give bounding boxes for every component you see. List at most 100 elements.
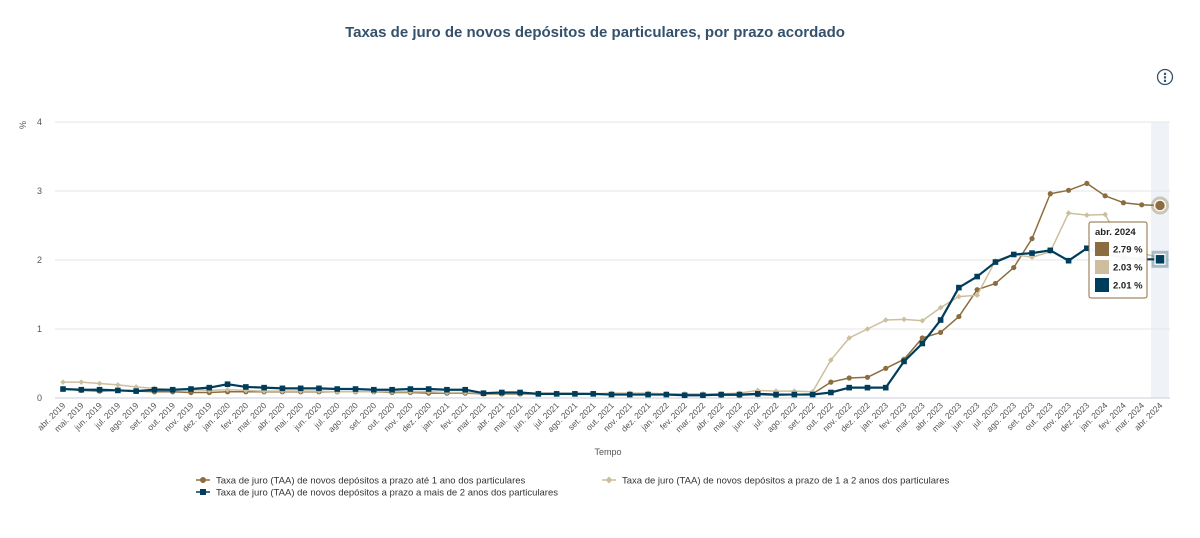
data-point[interactable] (718, 391, 724, 398)
legend-marker[interactable] (200, 489, 206, 495)
data-point[interactable] (864, 384, 871, 391)
data-point[interactable] (224, 381, 231, 387)
data-point[interactable] (115, 382, 121, 388)
data-point[interactable] (407, 386, 414, 392)
data-point[interactable] (1084, 245, 1090, 252)
data-point[interactable] (626, 391, 633, 398)
data-point[interactable] (1120, 200, 1127, 206)
data-point[interactable] (553, 391, 560, 397)
data-point[interactable] (828, 389, 834, 396)
data-point[interactable] (425, 386, 432, 392)
data-point[interactable] (78, 386, 85, 393)
data-point[interactable] (791, 391, 798, 398)
data-point[interactable] (206, 384, 213, 391)
data-point[interactable] (96, 386, 103, 393)
legend-item-3[interactable]: Taxa de juro (TAA) de novos depósitos a … (196, 488, 558, 499)
data-point[interactable] (297, 385, 304, 392)
data-point[interactable] (937, 317, 944, 323)
data-point[interactable] (590, 391, 597, 397)
data-point[interactable] (992, 259, 999, 265)
data-point[interactable] (1102, 193, 1108, 199)
data-point[interactable] (1047, 247, 1054, 254)
data-point[interactable] (938, 329, 944, 336)
data-point[interactable] (261, 388, 267, 394)
data-point[interactable] (937, 304, 944, 311)
data-point[interactable] (1139, 202, 1145, 208)
data-point[interactable] (133, 384, 139, 390)
data-point[interactable] (572, 391, 578, 397)
data-point[interactable] (352, 386, 359, 392)
legend-item-2[interactable]: Taxa de juro (TAA) de novos depósitos a … (602, 476, 949, 487)
data-point[interactable] (681, 392, 688, 399)
data-point[interactable] (919, 340, 926, 347)
data-point[interactable] (828, 357, 834, 363)
data-point[interactable] (535, 391, 542, 397)
data-point[interactable] (279, 385, 286, 392)
data-point[interactable] (846, 375, 852, 381)
data-point[interactable] (974, 287, 980, 293)
data-point[interactable] (773, 391, 779, 398)
data-point[interactable] (78, 379, 85, 385)
data-point[interactable] (371, 386, 377, 393)
data-point[interactable] (663, 391, 670, 398)
data-point[interactable] (1065, 210, 1072, 216)
data-point[interactable] (60, 386, 66, 392)
data-point[interactable] (828, 379, 834, 385)
data-point[interactable] (389, 386, 395, 393)
data-point[interactable] (919, 317, 926, 324)
legend-item-1[interactable]: Taxa de juro (TAA) de novos depósitos a … (196, 476, 526, 487)
data-point[interactable] (1102, 211, 1108, 218)
data-point[interactable] (883, 365, 889, 371)
data-point[interactable] (974, 273, 980, 280)
legend-marker[interactable] (605, 476, 613, 484)
data-point[interactable] (608, 391, 615, 398)
data-point[interactable] (1154, 253, 1166, 266)
data-point[interactable] (992, 280, 999, 287)
data-point[interactable] (1010, 251, 1017, 258)
data-point[interactable] (736, 391, 743, 398)
data-point[interactable] (882, 317, 889, 323)
data-point[interactable] (151, 386, 158, 393)
data-point[interactable] (956, 313, 962, 320)
data-point[interactable] (1065, 257, 1072, 264)
data-point[interactable] (243, 387, 249, 394)
data-point[interactable] (882, 384, 889, 391)
data-point[interactable] (169, 386, 176, 393)
data-point[interactable] (1047, 191, 1053, 197)
data-point[interactable] (645, 391, 651, 398)
data-point[interactable] (224, 386, 231, 393)
data-point[interactable] (700, 392, 706, 399)
data-point[interactable] (243, 384, 249, 390)
data-point[interactable] (901, 316, 907, 323)
data-point[interactable] (1065, 187, 1072, 193)
data-point[interactable] (1029, 236, 1035, 242)
data-point[interactable] (864, 374, 871, 380)
data-point[interactable] (517, 389, 523, 396)
data-point[interactable] (1084, 180, 1090, 187)
data-point[interactable] (1153, 199, 1167, 212)
data-point[interactable] (956, 284, 962, 291)
data-point[interactable] (1029, 250, 1035, 256)
data-point[interactable] (846, 384, 852, 391)
data-point[interactable] (901, 358, 907, 365)
data-point[interactable] (261, 384, 267, 391)
data-point[interactable] (133, 388, 139, 394)
data-point[interactable] (1011, 264, 1017, 271)
data-point[interactable] (462, 386, 469, 393)
data-point[interactable] (499, 389, 505, 396)
legend-marker[interactable] (200, 477, 206, 483)
legend-label[interactable]: Taxa de juro (TAA) de novos depósitos a … (216, 488, 558, 499)
data-point[interactable] (334, 386, 341, 392)
data-point[interactable] (188, 386, 194, 392)
context-menu-button[interactable]: ⋮ (1156, 68, 1174, 86)
data-point[interactable] (809, 391, 816, 398)
data-point[interactable] (60, 379, 66, 385)
data-point[interactable] (864, 326, 871, 332)
data-point[interactable] (96, 380, 103, 387)
data-point[interactable] (115, 387, 121, 394)
data-point[interactable] (444, 386, 450, 393)
data-point[interactable] (956, 293, 962, 300)
data-point[interactable] (754, 391, 761, 397)
data-point[interactable] (846, 335, 852, 341)
data-point[interactable] (974, 292, 980, 298)
